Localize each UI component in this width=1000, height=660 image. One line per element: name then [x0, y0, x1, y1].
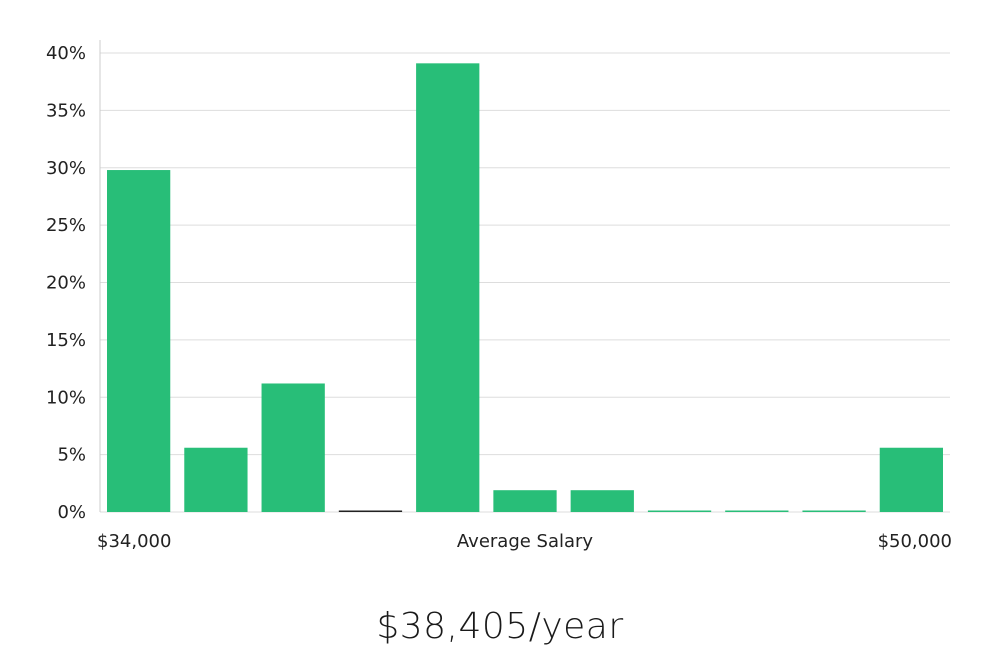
y-tick-label: 0%: [57, 502, 86, 523]
y-tick-label: 15%: [46, 330, 86, 351]
bar: [570, 490, 634, 512]
y-tick-label: 30%: [46, 158, 86, 179]
bar: [879, 447, 943, 512]
salary-histogram: 0% 5% 10% 15% 20% 25% 30% 35% 40% $34,000 Averag…: [46, 40, 952, 552]
bar: [416, 63, 480, 512]
bar: [107, 170, 171, 513]
y-tick-label: 35%: [46, 100, 86, 121]
y-tick-label: 5%: [57, 445, 86, 466]
y-tick-label: 40%: [46, 43, 86, 64]
average-salary-value: $38,405/year: [376, 606, 624, 647]
bar: [261, 383, 325, 512]
y-tick-label: 20%: [46, 273, 86, 294]
bar: [338, 510, 403, 512]
bars: [107, 63, 943, 513]
bar: [802, 510, 866, 512]
y-tick-label: 10%: [46, 387, 86, 408]
bar: [493, 490, 557, 512]
x-axis-min-label: $34,000: [97, 531, 171, 552]
bar: [725, 510, 789, 512]
x-axis-title: Average Salary: [457, 531, 594, 552]
bar: [647, 510, 712, 512]
bar: [184, 447, 248, 512]
y-axis-ticks: 0% 5% 10% 15% 20% 25% 30% 35% 40%: [46, 43, 86, 523]
grid-lines: [100, 52, 950, 513]
x-axis-max-label: $50,000: [878, 531, 952, 552]
y-tick-label: 25%: [46, 215, 86, 236]
